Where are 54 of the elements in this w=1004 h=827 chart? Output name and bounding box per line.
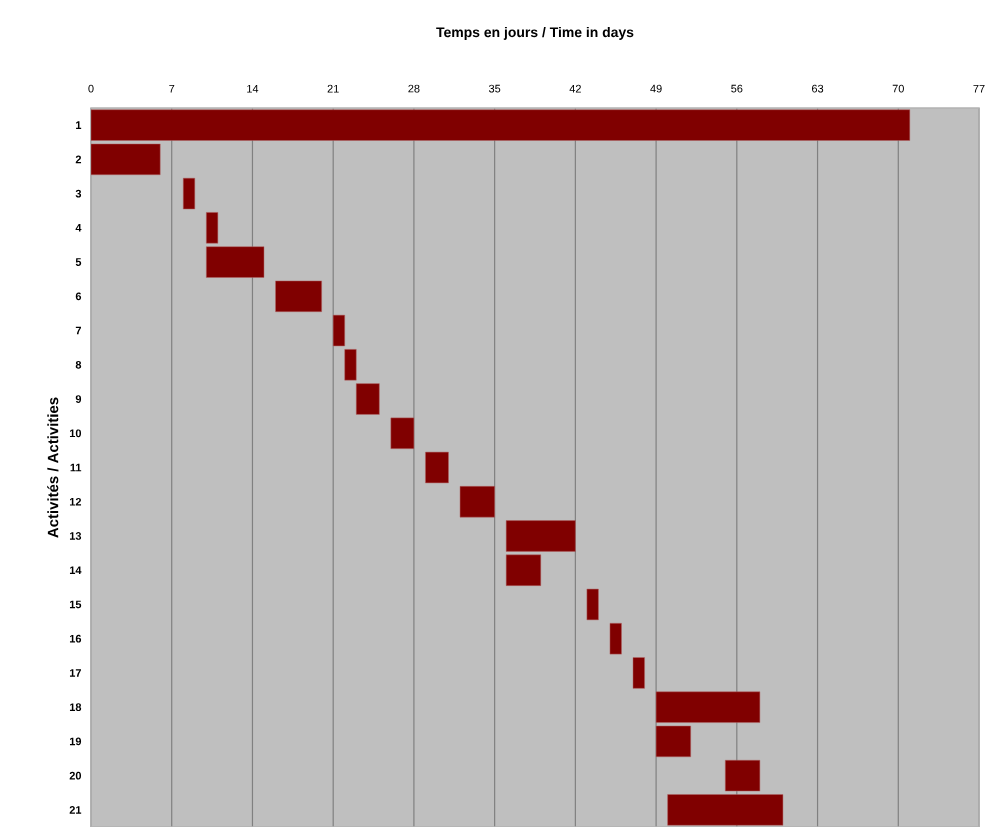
x-tick-label: 42 [569, 84, 581, 93]
x-axis-title: Temps en jours / Time in days [436, 26, 634, 40]
y-tick-label: 13 [69, 532, 82, 540]
y-tick-label: 16 [69, 634, 82, 643]
bar [390, 417, 415, 449]
y-tick-label: 15 [69, 600, 82, 609]
y-tick-label: 4 [75, 224, 82, 232]
x-tick-label: 63 [812, 84, 824, 93]
y-tick-label: 14 [69, 566, 82, 574]
bar [505, 554, 542, 586]
y-tick-label: 10 [69, 429, 82, 438]
bar [206, 246, 265, 278]
y-tick-label: 5 [75, 258, 82, 266]
x-tick-label: 21 [327, 84, 339, 93]
y-tick-label: 18 [69, 703, 82, 712]
bar [609, 623, 622, 655]
x-tick-label: 49 [650, 84, 662, 93]
y-tick-label: 3 [75, 189, 82, 198]
y-tick-label: 17 [69, 669, 81, 677]
y-axis-title: Activités / Activities [47, 397, 59, 538]
bar [632, 657, 645, 689]
bar [505, 520, 576, 552]
bar [425, 451, 449, 484]
y-tick-label: 1 [76, 121, 82, 129]
y-tick-label: 12 [69, 497, 82, 506]
bar [332, 314, 345, 347]
bar [725, 760, 761, 792]
x-tick-label: 35 [488, 84, 501, 93]
bar [655, 691, 761, 723]
y-tick-label: 11 [70, 463, 82, 472]
y-tick-label: 19 [69, 737, 82, 746]
bar [183, 177, 196, 210]
x-tick-label: 0 [88, 84, 94, 93]
x-tick-label: 70 [892, 84, 904, 93]
y-tick-label: 7 [75, 326, 81, 335]
x-tick-label: 56 [731, 84, 743, 93]
y-tick-label: 8 [75, 360, 82, 369]
bar [655, 725, 691, 758]
y-tick-label: 21 [69, 806, 82, 814]
y-tick-label: 2 [75, 155, 82, 164]
x-tick-label: 7 [169, 84, 175, 93]
x-tick-label: 28 [408, 84, 420, 93]
bar [275, 280, 322, 312]
bar [586, 588, 599, 621]
y-tick-label: 6 [75, 292, 82, 301]
bar [356, 383, 380, 415]
bar [206, 212, 219, 244]
bar [667, 794, 784, 826]
x-tick-label: 14 [247, 84, 259, 93]
x-tick-label: 77 [973, 84, 985, 93]
y-tick-label: 9 [75, 395, 82, 403]
y-tick-label: 20 [69, 771, 82, 780]
bar [459, 486, 495, 518]
bar [344, 349, 357, 381]
